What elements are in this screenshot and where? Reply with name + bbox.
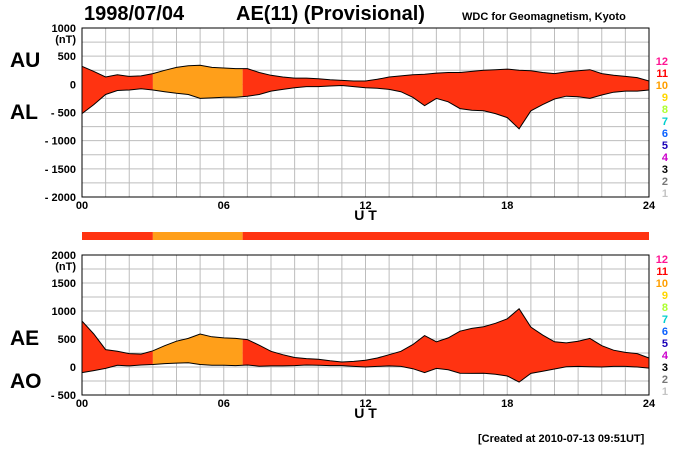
panel1-level-label: 11 (656, 68, 668, 80)
panel2-x-axis-title: U T (354, 405, 377, 421)
panel2-y-unit-label: (nT) (55, 261, 76, 273)
panel1-level-label: 6 (662, 128, 668, 140)
panel1-series-al-line (81, 84, 650, 130)
panel2-level-label: 12 (656, 254, 668, 266)
panel2-lower-series-label: AO (10, 370, 42, 393)
panel2-level-label: 4 (662, 350, 669, 362)
panel1-level-label: 5 (662, 140, 668, 152)
panel1-frame (81, 27, 650, 198)
panel2-level-label: 10 (656, 278, 668, 290)
panel1-level-label: 9 (662, 92, 668, 104)
panel2-y-tick-label: 1000 (52, 306, 76, 318)
panel2-series-ae-line (81, 308, 650, 363)
panel1-y-unit-label: (nT) (55, 34, 76, 46)
panel1-y-tick-label: - 2000 (45, 192, 76, 204)
panel1-x-tick-label: 12 (359, 200, 371, 212)
panel1-y-tick-label: - 500 (51, 108, 76, 120)
panel1-y-tick-label: - 1000 (45, 136, 76, 148)
panel2-x-tick-label: 24 (643, 398, 656, 410)
panel1-plot (81, 27, 650, 198)
panel2-level-label: 9 (662, 290, 668, 302)
panel2-x-tick-label: 00 (76, 398, 88, 410)
panel1-x-tick-label: 06 (218, 200, 230, 212)
panel1-series-au-line (81, 64, 650, 82)
panel1-level-label: 2 (662, 176, 668, 188)
panel1-y-tick-label: 500 (58, 51, 76, 63)
panel1-level-label: 12 (656, 56, 668, 68)
activity-strip-normal (242, 232, 649, 240)
panel2-level-label: 5 (662, 338, 668, 350)
panel1-y-tick-label: - 1500 (45, 164, 76, 176)
panel2-y-tick-label: 2000 (52, 250, 76, 262)
panel2-plot (81, 254, 650, 396)
panel2-level-label: 2 (662, 374, 668, 386)
chart-date: 1998/07/04 (84, 3, 185, 25)
panel1-level-label: 10 (656, 80, 668, 92)
data-source: WDC for Geomagnetism, Kyoto (462, 11, 626, 23)
panel2-x-tick-label: 12 (359, 398, 371, 410)
panel2-series-ao-line (81, 362, 650, 383)
panel1-x-axis-title: U T (354, 207, 377, 223)
panel1-upper-series-label: AU (10, 49, 41, 72)
panel2-x-tick-label: 18 (501, 398, 513, 410)
panel2-y-tick-label: - 500 (51, 390, 76, 402)
panel1-x-tick-label: 24 (643, 200, 656, 212)
panel2-y-tick-label: 500 (58, 334, 76, 346)
panel2-level-label: 11 (656, 266, 668, 278)
panel1-x-tick-label: 00 (76, 200, 88, 212)
panel2-y-tick-label: 1500 (52, 278, 76, 290)
activity-strip-normal (82, 232, 153, 240)
panel2-level-label: 3 (662, 362, 668, 374)
panel2-y-tick-label: 0 (70, 362, 76, 374)
panel1-level-label: 3 (662, 164, 668, 176)
panel1-level-label: 8 (662, 104, 668, 116)
panel2-level-label: 7 (662, 314, 668, 326)
panel1-lower-series-label: AL (10, 101, 38, 124)
panel2-upper-series-label: AE (10, 327, 40, 350)
chart-title: AE(11) (Provisional) (236, 3, 425, 25)
panel1-y-tick-label: 0 (70, 79, 76, 91)
panel2-level-label: 1 (662, 386, 668, 398)
panel1-level-label: 4 (662, 152, 669, 164)
activity-strip-highlight (152, 232, 243, 240)
panel2-frame (81, 254, 650, 396)
panel2-x-tick-label: 06 (218, 398, 230, 410)
panel2-level-label: 8 (662, 302, 668, 314)
panel1-level-label: 1 (662, 188, 668, 200)
panel2-level-label: 6 (662, 326, 668, 338)
panel1-x-tick-label: 18 (501, 200, 513, 212)
created-timestamp: [Created at 2010-07-13 09:51UT] (478, 433, 645, 445)
panel1-y-tick-label: 1000 (52, 23, 76, 35)
panel1-level-label: 7 (662, 116, 668, 128)
